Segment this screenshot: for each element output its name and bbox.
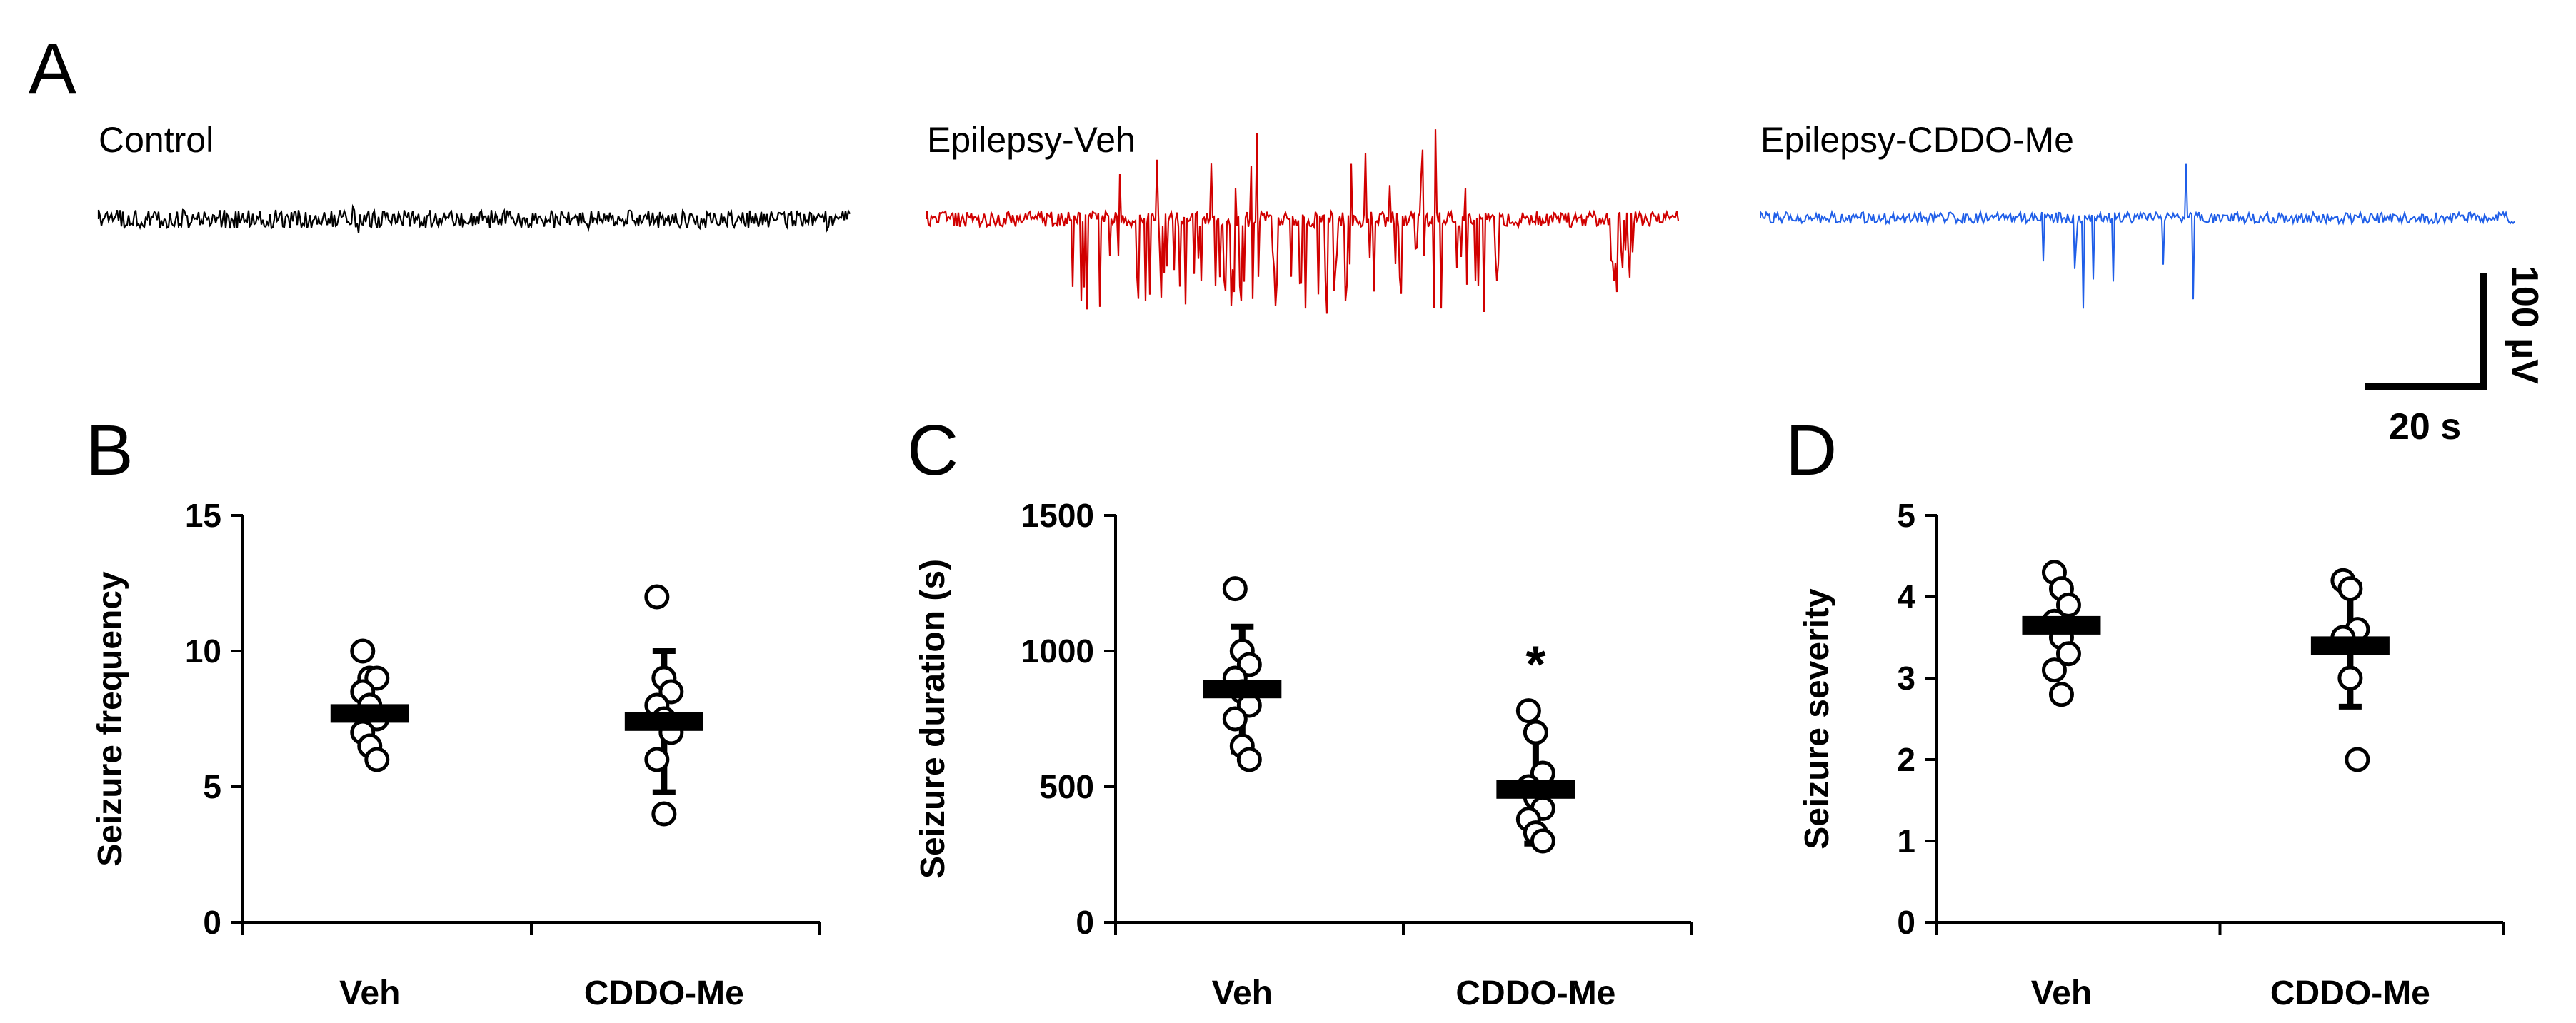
mean-bar — [2022, 615, 2101, 635]
data-point — [1515, 698, 1541, 724]
trace-label-epilepsy-cddo-me: Epilepsy-CDDO-Me — [1760, 120, 2074, 160]
data-point — [644, 584, 670, 610]
y-tick-label: 0 — [203, 904, 221, 941]
data-point — [364, 747, 390, 772]
panel-b-letter: B — [86, 410, 134, 490]
data-point — [2055, 592, 2081, 618]
y-tick-label: 500 — [1039, 768, 1094, 805]
y-tick-label: 5 — [203, 768, 221, 805]
chart-b: B 0 5 10 15 Seizure frequency Veh CDDO-Me — [86, 410, 821, 1012]
mean-bar — [624, 712, 703, 731]
data-point — [1222, 576, 1248, 602]
chart-c: C 0 500 1000 1500 Seizure duration (s) Veh CDDO… — [907, 410, 1693, 1012]
y-axis-label: Seizure duration (s) — [914, 559, 952, 879]
data-point — [1530, 828, 1555, 854]
significance-star: * — [1525, 637, 1545, 694]
data-point — [1523, 720, 1548, 745]
scale-bar: 100 µV 20 s — [2365, 266, 2545, 448]
y-tick-label: 0 — [1076, 904, 1094, 941]
category-label-cddo-me: CDDO-Me — [584, 974, 744, 1012]
data-point — [2041, 657, 2067, 683]
data-point — [2345, 747, 2370, 772]
panel-a-letter: A — [29, 29, 76, 109]
eeg-trace-epilepsy-veh — [926, 129, 1680, 314]
data-point — [2048, 682, 2074, 707]
panel-d-letter: D — [1785, 410, 1837, 490]
data-point — [644, 747, 670, 772]
y-tick-label: 1000 — [1021, 633, 1094, 670]
eeg-trace-control — [97, 203, 851, 233]
scale-bar-vertical-label: 100 µV — [2504, 266, 2545, 384]
mean-bar — [1203, 680, 1282, 699]
y-tick-label: 4 — [1897, 578, 1915, 615]
y-tick-label: 2 — [1897, 741, 1915, 778]
data-point — [651, 801, 677, 827]
category-label-veh: Veh — [2031, 974, 2092, 1012]
data-point — [2055, 641, 2081, 667]
mean-bar — [1496, 780, 1575, 799]
mean-bar — [330, 704, 409, 723]
data-point — [2337, 665, 2363, 691]
category-label-veh: Veh — [339, 974, 400, 1012]
data-point — [1222, 706, 1248, 732]
category-label-cddo-me: CDDO-Me — [1455, 974, 1615, 1012]
category-label-veh: Veh — [1212, 974, 1273, 1012]
scale-bar-horizontal-label: 20 s — [2389, 406, 2461, 448]
mean-bar — [2310, 636, 2390, 655]
eeg-trace-epilepsy-cddo-me — [1760, 163, 2515, 309]
y-tick-label: 3 — [1897, 660, 1915, 697]
y-tick-label: 1500 — [1021, 497, 1094, 534]
y-tick-label: 15 — [185, 497, 221, 534]
data-point — [350, 638, 376, 664]
category-label-cddo-me: CDDO-Me — [2270, 974, 2430, 1012]
y-tick-label: 0 — [1897, 904, 1915, 941]
data-point — [2337, 576, 2363, 602]
panel-c-letter: C — [907, 410, 958, 490]
y-tick-label: 10 — [185, 633, 221, 670]
trace-label-control: Control — [99, 120, 214, 160]
y-tick-label: 5 — [1897, 497, 1915, 534]
data-point — [1236, 747, 1262, 772]
chart-d: D 0 1 2 3 4 5 Seizure severity Veh CDDO-Me — [1785, 410, 2505, 1012]
y-axis-label: Seizure frequency — [91, 571, 129, 867]
y-tick-label: 1 — [1897, 822, 1915, 860]
trace-label-epilepsy-veh: Epilepsy-Veh — [927, 120, 1136, 160]
y-axis-label: Seizure severity — [1798, 588, 1836, 850]
